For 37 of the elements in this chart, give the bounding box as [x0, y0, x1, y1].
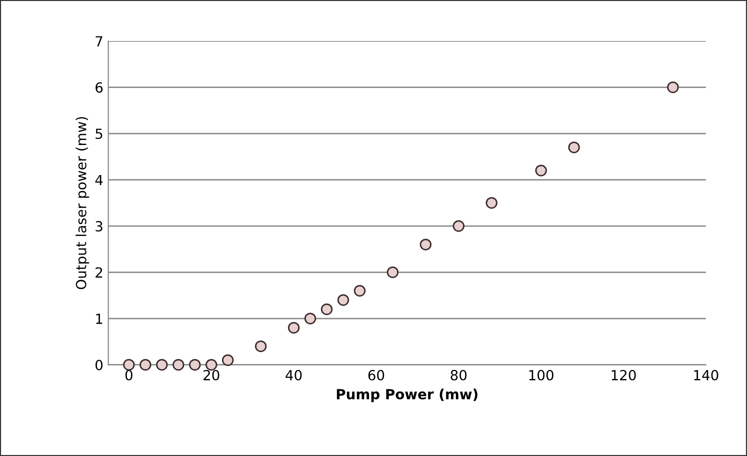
- y-tick-label: 5: [96, 128, 102, 140]
- y-tick-label: 3: [96, 221, 102, 232]
- point: [189, 358, 201, 371]
- point: [354, 284, 366, 297]
- point: [320, 303, 333, 316]
- x-tick-label: 0: [125, 370, 132, 380]
- point: [222, 354, 234, 366]
- point: [156, 358, 168, 371]
- point: [172, 358, 184, 371]
- point: [420, 238, 432, 250]
- y-axis-title: Output laser power (mw): [76, 117, 90, 290]
- point: [254, 340, 267, 352]
- point: [288, 322, 300, 334]
- x-tick-label: 140: [694, 370, 718, 380]
- point: [386, 266, 399, 278]
- y-tick-label: 2: [96, 267, 102, 278]
- y-tick-label: 1: [96, 314, 102, 324]
- point: [452, 220, 464, 232]
- x-tick-label: 80: [450, 370, 467, 380]
- y-tick-label: 7: [96, 36, 102, 46]
- x-tick-label: 120: [612, 370, 636, 380]
- point: [535, 164, 547, 176]
- y-tick-label: 4: [95, 174, 103, 186]
- point: [123, 358, 135, 371]
- x-tick-label: 100: [529, 370, 554, 380]
- point: [140, 358, 152, 371]
- point: [486, 197, 498, 209]
- x-tick-label: 20: [204, 370, 220, 380]
- x-axis-title: Pump Power (mw): [336, 388, 478, 402]
- y-tick-label: 6: [96, 82, 103, 93]
- point: [304, 312, 316, 324]
- point: [568, 142, 580, 154]
- x-tick-label: 40: [286, 370, 302, 380]
- point: [337, 294, 350, 306]
- point: [667, 81, 679, 94]
- x-tick-label: 60: [368, 370, 384, 380]
- y-tick-label: 0: [96, 360, 103, 370]
